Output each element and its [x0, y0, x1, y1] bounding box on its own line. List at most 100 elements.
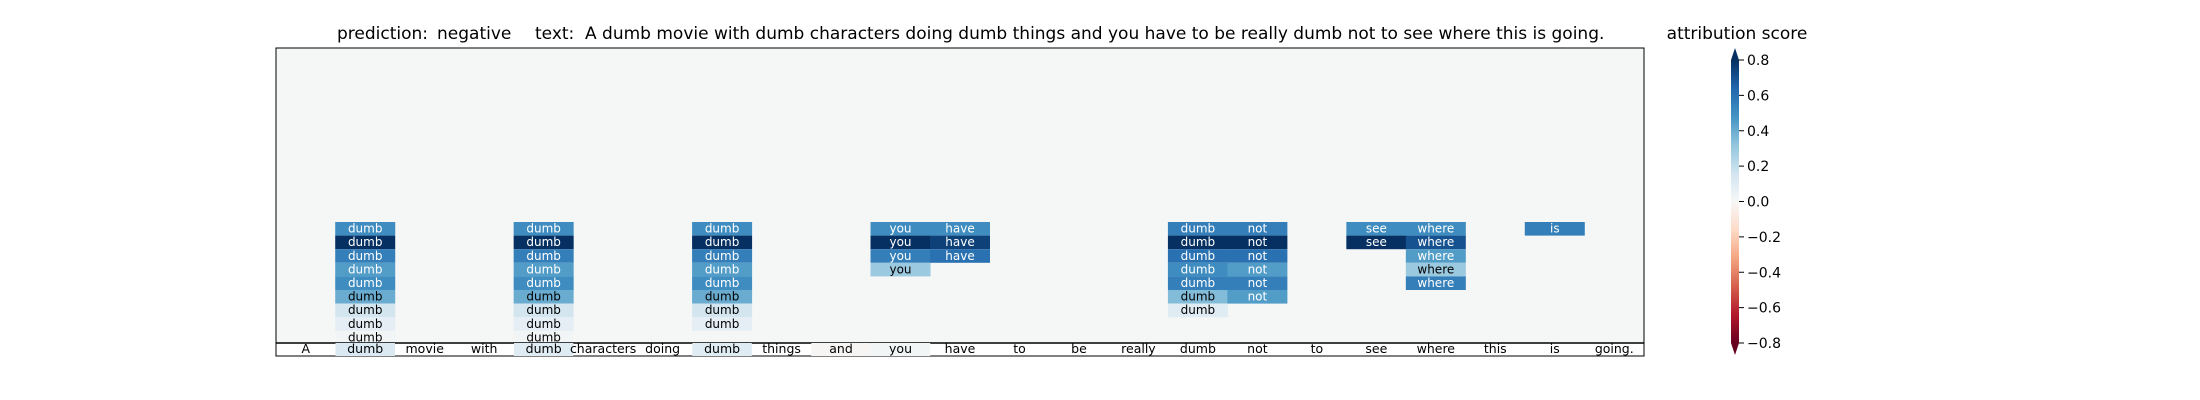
colorbar-tick-label: 0.4: [1747, 124, 1769, 140]
attribution-cell-label: dumb: [348, 222, 383, 236]
token-label: this: [1484, 341, 1507, 356]
attribution-cell: [1227, 290, 1288, 304]
attribution-cell-label: dumb: [1181, 290, 1216, 304]
attribution-cell-label: you: [889, 222, 911, 236]
attribution-cell-label: where: [1417, 249, 1454, 263]
attribution-cell: [692, 317, 753, 331]
attribution-cell-label: dumb: [1181, 235, 1216, 249]
colorbar-tick-label: −0.4: [1747, 265, 1781, 281]
token-label: things: [762, 341, 801, 356]
attribution-cell-label: dumb: [705, 317, 740, 331]
token-label: characters: [570, 341, 636, 356]
attribution-cell: [870, 222, 931, 236]
attribution-cell: [335, 290, 396, 304]
attribution-cell-label: where: [1417, 235, 1454, 249]
attribution-cell: [1167, 262, 1228, 277]
attribution-cell-label: have: [945, 235, 974, 249]
attribution-cell: [692, 290, 753, 304]
token-label: be: [1071, 341, 1087, 356]
colorbar-tick-label: −0.2: [1747, 230, 1781, 246]
attribution-cell-label: dumb: [526, 317, 561, 331]
attribution-cell: [1405, 235, 1466, 250]
attribution-cell: [692, 249, 753, 263]
attribution-cell-label: dumb: [526, 262, 561, 276]
colorbar-extend-top: [1731, 48, 1739, 60]
attribution-cell-label: dumb: [526, 222, 561, 236]
attribution-cell-label: dumb: [705, 235, 740, 249]
attribution-cell: [1227, 276, 1288, 290]
attribution-cell: [930, 222, 990, 236]
colorbar-tick-label: 0.6: [1747, 88, 1769, 104]
attribution-cell: [513, 330, 574, 345]
attribution-cell-label: is: [1550, 222, 1560, 236]
token-label: have: [945, 341, 976, 356]
attribution-cell-label: see: [1366, 235, 1387, 249]
attribution-cell: [335, 222, 396, 236]
attribution-cell-label: not: [1248, 235, 1268, 249]
attribution-cell-label: have: [945, 249, 974, 263]
attribution-cell-label: dumb: [1181, 262, 1216, 276]
attribution-cell-label: dumb: [348, 276, 383, 290]
attribution-cell: [513, 262, 574, 277]
attribution-cell-label: dumb: [348, 330, 383, 344]
attribution-cell-label: dumb: [348, 249, 383, 263]
attribution-cell-label: dumb: [348, 235, 383, 249]
attribution-cell-label: where: [1417, 276, 1454, 290]
attribution-cell-label: dumb: [705, 262, 740, 276]
attribution-cell: [335, 330, 396, 345]
colorbar-tick-label: 0.8: [1747, 53, 1769, 69]
plot-frame: [275, 47, 1645, 357]
attribution-cell-label: dumb: [705, 303, 740, 317]
plot-area: [275, 47, 1645, 344]
token-label: see: [1365, 341, 1387, 356]
attribution-cell: [692, 222, 753, 236]
attribution-cell: [692, 235, 753, 250]
attribution-cell-label: see: [1366, 222, 1387, 236]
attribution-cell-label: dumb: [705, 222, 740, 236]
attribution-cell-label: not: [1248, 262, 1268, 276]
attribution-cell-label: dumb: [526, 290, 561, 304]
token-label: really: [1121, 341, 1156, 356]
colorbar-tick-label: −0.8: [1747, 336, 1781, 352]
token-label: dumb: [704, 341, 740, 356]
attribution-cell-label: not: [1248, 249, 1268, 263]
attribution-cell-label: dumb: [526, 330, 561, 344]
attribution-cell: [1227, 222, 1288, 236]
attribution-cell: [335, 303, 396, 318]
attribution-cell-label: dumb: [705, 290, 740, 304]
attribution-cell: [513, 235, 574, 250]
token-label: going.: [1595, 341, 1634, 356]
attribution-cell: [870, 235, 931, 250]
attribution-cell: [335, 235, 396, 250]
token-label: and: [829, 341, 853, 356]
colorbar-tick-label: 0.0: [1747, 195, 1769, 211]
attribution-cell: [1167, 303, 1228, 318]
attribution-cell: [513, 249, 574, 263]
token-label: dumb: [347, 341, 383, 356]
attribution-cell: [335, 276, 396, 290]
attribution-cell: [1167, 222, 1228, 236]
attribution-cell: [1227, 262, 1288, 277]
attribution-cell: [1405, 276, 1466, 290]
attribution-cell: [1405, 249, 1466, 263]
attribution-cell: [692, 262, 753, 277]
attribution-cell-label: dumb: [705, 276, 740, 290]
attribution-cell: [1167, 249, 1228, 263]
attribution-cell: [335, 249, 396, 263]
text-value: A dumb movie with dumb characters doing …: [585, 24, 1604, 44]
token-label: dumb: [526, 341, 562, 356]
attribution-cell: [335, 262, 396, 277]
token-label: to: [1013, 341, 1026, 356]
attribution-cell-label: dumb: [348, 303, 383, 317]
attribution-cell: [692, 276, 753, 290]
attribution-cell: [1167, 290, 1228, 304]
attribution-cell-label: dumb: [1181, 222, 1216, 236]
attribution-cell-label: not: [1248, 276, 1268, 290]
token-cell: [870, 343, 931, 356]
attribution-cells: dumbdumbdumbdumbdumbdumbdumbdumbdumbdumb…: [335, 222, 1585, 345]
prediction-value: negative: [437, 24, 511, 44]
attribution-cell-label: you: [889, 249, 911, 263]
colorbar-tick-label: 0.2: [1747, 159, 1769, 175]
